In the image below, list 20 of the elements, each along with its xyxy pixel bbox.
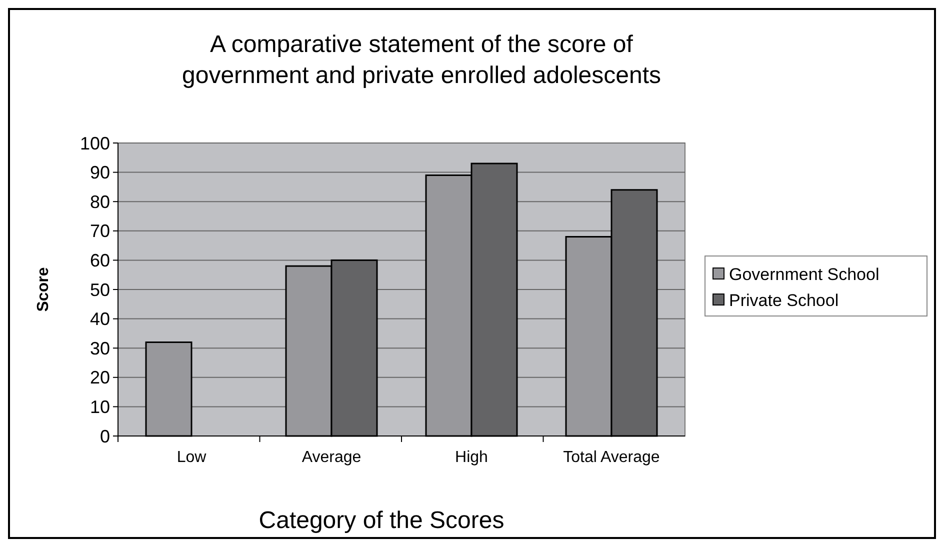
legend-label: Government School bbox=[729, 264, 880, 284]
y-tick-label: 80 bbox=[90, 192, 110, 212]
y-tick-label: 20 bbox=[90, 368, 110, 388]
y-tick-label: 10 bbox=[90, 397, 110, 417]
legend-label: Private School bbox=[729, 290, 839, 310]
y-tick-label: 100 bbox=[80, 133, 110, 154]
chart-title: A comparative statement of the score of government and private enrolled adolescents bbox=[182, 31, 661, 89]
y-tick-label: 70 bbox=[90, 221, 110, 242]
x-tick-label: Average bbox=[302, 449, 362, 466]
x-tick-label: Low bbox=[176, 449, 207, 466]
y-tick-label: 60 bbox=[90, 250, 110, 270]
x-tick-label: High bbox=[455, 449, 488, 466]
y-tick-label: 50 bbox=[90, 280, 110, 300]
y-tick-label: 90 bbox=[90, 162, 110, 183]
y-tick-label: 30 bbox=[90, 338, 110, 358]
y-axis-title: Score bbox=[35, 267, 52, 312]
y-tick-label: 0 bbox=[100, 426, 110, 446]
x-tick-label: Total Average bbox=[563, 449, 660, 466]
x-axis-title: Category of the Scores bbox=[258, 507, 504, 534]
y-tick-label: 40 bbox=[90, 309, 110, 330]
